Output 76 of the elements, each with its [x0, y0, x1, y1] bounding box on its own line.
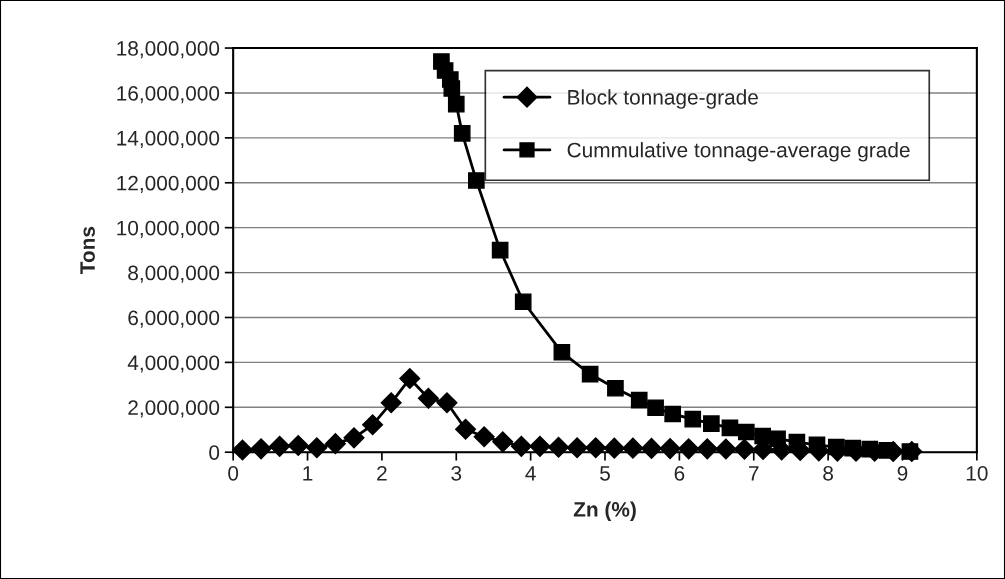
legend-label: Block tonnage-grade	[568, 89, 758, 109]
point	[715, 438, 737, 460]
point	[287, 434, 309, 456]
point	[901, 443, 919, 460]
y-tick-label: 4,000,000	[127, 355, 220, 373]
point	[324, 433, 346, 455]
x-tick-label: 3	[451, 465, 462, 481]
point	[250, 438, 272, 460]
point	[659, 438, 681, 460]
point	[733, 438, 755, 460]
point	[548, 436, 570, 458]
point	[721, 419, 739, 437]
y-tick-label: 12,000,000	[117, 175, 220, 193]
point	[231, 439, 253, 461]
point	[647, 399, 664, 417]
y-axis-title: Tons	[80, 226, 95, 274]
y-tick-label: 10,000,000	[117, 220, 220, 238]
point	[788, 433, 806, 451]
x-tick-label: 8	[823, 465, 834, 481]
y-tick-label: 2,000,000	[128, 400, 220, 418]
x-tick-label: 4	[525, 466, 536, 481]
point	[861, 440, 879, 458]
point	[453, 125, 471, 142]
point	[529, 435, 551, 457]
x-tick-label: 5	[600, 466, 610, 481]
legend-label: Cummulative tonnage-average grade	[567, 142, 910, 162]
point	[827, 438, 845, 456]
x-tick-label: 7	[749, 466, 759, 481]
point	[844, 439, 861, 457]
point	[737, 423, 755, 441]
y-tick-label: 6,000,000	[128, 310, 220, 328]
x-tick-label: 10	[966, 465, 988, 481]
point	[306, 437, 328, 459]
point	[703, 415, 720, 433]
point	[696, 438, 718, 460]
x-tick-label: 9	[897, 465, 908, 481]
x-axis-title: Zn (%)	[573, 501, 636, 521]
y-tick-label: 14,000,000	[117, 130, 220, 149]
point	[399, 368, 421, 390]
point	[678, 438, 700, 460]
point	[553, 343, 571, 361]
y-tick-label: 8,000,000	[128, 265, 220, 283]
point	[607, 379, 624, 397]
point	[491, 241, 509, 259]
point	[492, 431, 514, 453]
point	[622, 437, 644, 459]
point	[269, 435, 291, 457]
point	[603, 437, 625, 459]
point	[769, 430, 786, 448]
point	[664, 405, 682, 423]
x-tick-label: 1	[303, 466, 313, 481]
point	[640, 437, 663, 459]
point	[878, 442, 896, 459]
point	[473, 426, 495, 448]
y-tick-label: 16,000,000	[117, 85, 220, 104]
point	[630, 391, 648, 409]
x-tick-label: 0	[228, 465, 239, 481]
point	[585, 437, 607, 459]
point	[417, 387, 439, 409]
point	[343, 427, 365, 449]
point	[684, 410, 702, 428]
y-tick-label: 18,000,000	[117, 41, 220, 59]
x-tick-label: 2	[377, 465, 387, 481]
point	[514, 293, 532, 311]
point	[362, 414, 384, 436]
point	[443, 80, 461, 97]
point	[468, 172, 485, 189]
point	[436, 392, 458, 414]
point	[566, 437, 588, 459]
point	[455, 418, 477, 440]
point	[581, 365, 599, 383]
point	[380, 392, 402, 414]
point	[510, 435, 532, 457]
x-tick-label: 6	[674, 465, 685, 481]
point	[447, 95, 465, 113]
y-tick-label: 0	[209, 445, 220, 460]
